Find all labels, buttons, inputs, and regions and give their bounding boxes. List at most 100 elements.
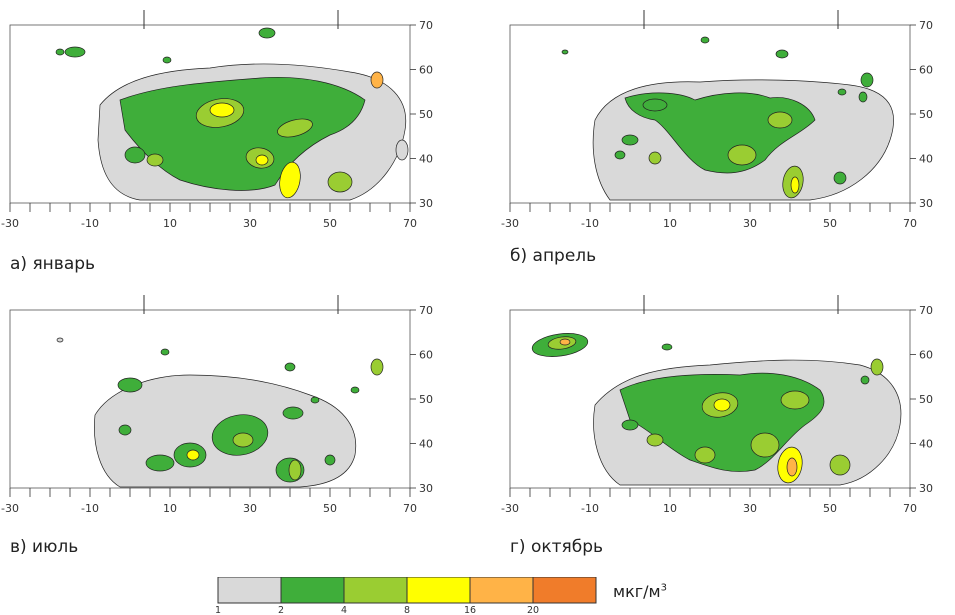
y-tick-label: 70 [419, 19, 433, 32]
contour-region [162, 56, 172, 64]
contour-map-july: -30 -10 10 30 50 70 70 60 50 40 30 [1, 295, 433, 515]
x-tick-label: 10 [163, 217, 177, 230]
x-tick-label: -30 [1, 217, 19, 230]
contour-region [258, 27, 276, 39]
legend-unit-text: мкг/м [613, 582, 661, 601]
x-tick-label: 30 [743, 217, 757, 230]
panel-label-july: в) июль [10, 537, 79, 557]
contour-region [775, 49, 789, 59]
contour-region [648, 151, 662, 165]
legend-swatch [469, 577, 534, 604]
legend-swatch [217, 577, 282, 604]
legend-level-label: 1 [215, 605, 221, 615]
x-tick-label: 70 [403, 217, 417, 230]
contour-region [232, 432, 254, 448]
x-tick-label: 70 [903, 217, 917, 230]
contour-region [310, 396, 320, 404]
contour-region [694, 446, 716, 464]
contour-region [786, 457, 798, 477]
contour-region [790, 176, 800, 194]
legend-swatch [532, 577, 597, 604]
contour-region [118, 424, 132, 436]
contour-region [621, 134, 639, 146]
contour-region [145, 454, 175, 472]
contour-region [288, 459, 302, 481]
contour-region [160, 348, 170, 356]
y-tick-label: 70 [919, 19, 933, 32]
contour-region [255, 154, 269, 166]
y-tick-label: 50 [919, 393, 933, 406]
contour-region [186, 449, 200, 461]
color-legend: 1 2 4 8 16 20 мкг/м3 [213, 577, 667, 615]
contour-region [370, 358, 384, 376]
contour-region [624, 92, 816, 174]
map-panel-april: -30 -10 10 30 50 70 70 60 50 40 30 б) апрель [501, 10, 950, 266]
x-tick-label: 10 [663, 217, 677, 230]
contour-region [642, 98, 668, 112]
panel-label-april: б) апрель [510, 246, 597, 266]
x-tick-label: 30 [243, 217, 257, 230]
y-tick-label: 30 [919, 482, 933, 495]
map-panel-january: -30 -10 10 30 50 70 70 60 50 40 30 а) январь [1, 10, 450, 274]
map-panel-july: -30 -10 10 30 50 70 70 60 50 40 30 в) июль [1, 295, 450, 557]
x-tick-label: -30 [501, 217, 519, 230]
legend-unit-superscript: 3 [660, 582, 667, 594]
contour-map-april: -30 -10 10 30 50 70 70 60 50 40 30 [501, 10, 933, 230]
x-tick-label: 70 [403, 502, 417, 515]
y-tick-label: 30 [419, 197, 433, 210]
contour-region [395, 139, 409, 161]
contour-region [279, 161, 301, 199]
x-tick-label: 70 [903, 502, 917, 515]
x-tick-label: 50 [323, 217, 337, 230]
contour-region [124, 146, 146, 164]
contour-region [713, 398, 731, 412]
contour-region [119, 77, 366, 191]
y-tick-label: 50 [919, 108, 933, 121]
contour-map-january: -30 -10 10 30 50 70 70 60 50 40 30 [1, 10, 433, 230]
contour-region [146, 153, 164, 167]
x-tick-label: 50 [323, 502, 337, 515]
contour-region [324, 454, 336, 466]
contour-region [700, 36, 710, 44]
x-tick-label: 50 [823, 502, 837, 515]
x-tick-label: -10 [581, 502, 599, 515]
contour-region [780, 390, 810, 410]
legend-level-label: 4 [341, 605, 347, 615]
y-tick-label: 40 [419, 153, 433, 166]
contour-region [327, 171, 353, 193]
y-tick-label: 60 [419, 349, 433, 362]
contour-region [833, 171, 847, 185]
x-tick-label: 30 [743, 502, 757, 515]
contour-region [661, 343, 673, 351]
y-tick-label: 70 [419, 304, 433, 317]
contour-region [282, 406, 304, 420]
contour-region [837, 88, 847, 96]
x-tick-label: 30 [243, 502, 257, 515]
contour-region [860, 375, 870, 385]
y-tick-label: 70 [919, 304, 933, 317]
contour-region [284, 362, 296, 372]
y-tick-label: 60 [919, 349, 933, 362]
contour-region [727, 144, 757, 166]
contour-region [117, 377, 143, 393]
y-tick-label: 60 [419, 64, 433, 77]
contour-region [277, 118, 313, 138]
contour-map-october: -30 -10 10 30 50 70 70 60 50 40 30 [501, 295, 933, 515]
map-panel-october: -30 -10 10 30 50 70 70 60 50 40 30 г) октябрь [501, 295, 950, 557]
contour-region [561, 49, 569, 55]
y-tick-label: 40 [919, 153, 933, 166]
x-tick-label: 10 [163, 502, 177, 515]
y-tick-label: 50 [419, 393, 433, 406]
legend-swatch [280, 577, 345, 604]
legend-unit: мкг/м3 [613, 582, 667, 601]
contour-region [64, 46, 86, 58]
panel-label-october: г) октябрь [510, 537, 604, 557]
x-tick-label: -10 [81, 217, 99, 230]
legend-colorbar: 1 2 4 8 16 20 [215, 577, 597, 615]
contour-region [559, 338, 571, 346]
contour-region [56, 337, 64, 343]
contour-region [858, 91, 868, 103]
contour-region [209, 102, 235, 118]
panel-label-january: а) январь [10, 254, 96, 274]
x-tick-label: -10 [81, 502, 99, 515]
